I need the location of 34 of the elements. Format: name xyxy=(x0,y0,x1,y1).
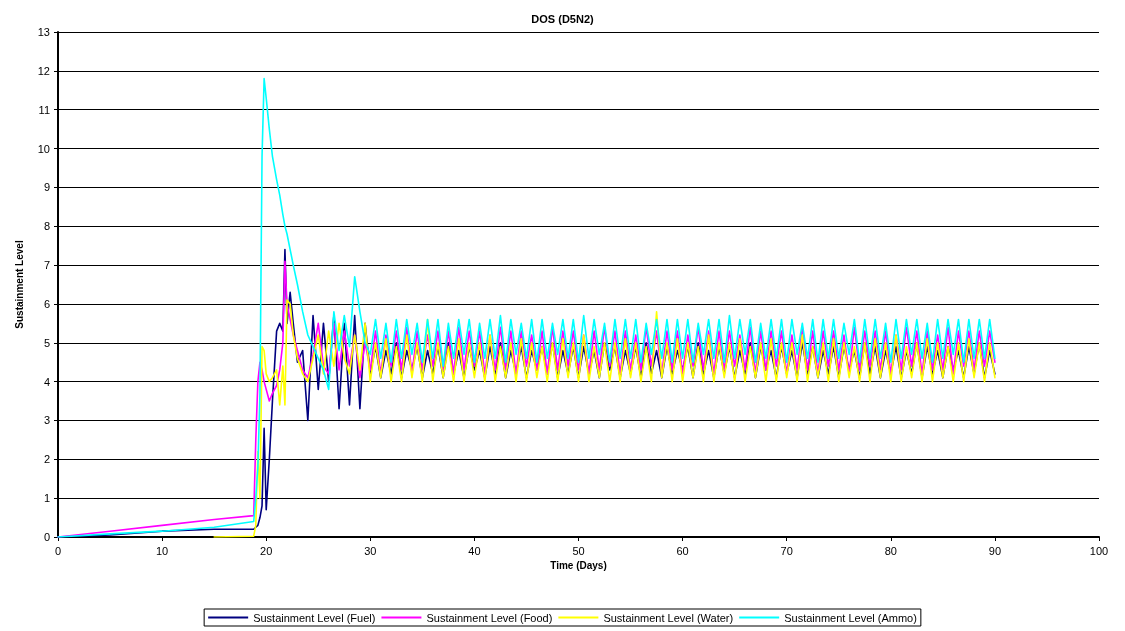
y-tick-label: 13 xyxy=(37,26,50,38)
line-series xyxy=(57,77,996,538)
x-tick-label: 30 xyxy=(364,544,377,557)
x-tick-label: 60 xyxy=(676,544,689,557)
chart-title: DOS (D5N2) xyxy=(531,12,595,25)
x-tick-label: 10 xyxy=(155,544,169,557)
legend-label: Sustainment Level (Fuel) xyxy=(253,611,376,624)
x-tick-label: 50 xyxy=(572,544,585,557)
y-tick-label: 10 xyxy=(37,142,50,155)
x-tick-label: 0 xyxy=(54,544,62,557)
y-tick-label: 8 xyxy=(43,220,50,233)
y-tick-label: 0 xyxy=(43,531,50,543)
x-axis-title: Time (Days) xyxy=(550,560,607,572)
x-tick-label: 20 xyxy=(260,544,273,557)
x-tick-label: 40 xyxy=(468,544,481,557)
y-tick-label: 9 xyxy=(43,181,50,194)
y-tick-label: 2 xyxy=(43,453,50,466)
y-tick-label: 12 xyxy=(37,64,50,77)
x-tick-label: 100 xyxy=(1089,544,1109,557)
x-tick-label: 70 xyxy=(780,544,793,557)
y-tick-label: 5 xyxy=(43,336,50,349)
legend-label: Sustainment Level (Ammo) xyxy=(784,611,917,624)
x-tick-label: 90 xyxy=(988,544,1002,557)
y-tick-label: 6 xyxy=(43,297,50,310)
line-series xyxy=(213,299,996,538)
y-tick-label: 1 xyxy=(43,492,50,505)
x-tick-label: 80 xyxy=(884,544,897,557)
y-axis-title: Sustainment Level xyxy=(13,240,25,329)
y-tick-label: 7 xyxy=(43,259,50,272)
legend-label: Sustainment Level (Food) xyxy=(426,611,553,624)
y-tick-label: 11 xyxy=(38,103,50,116)
y-tick-label: 4 xyxy=(43,375,50,388)
y-tick-label: 3 xyxy=(43,414,50,427)
legend-label: Sustainment Level (Water) xyxy=(603,611,734,624)
